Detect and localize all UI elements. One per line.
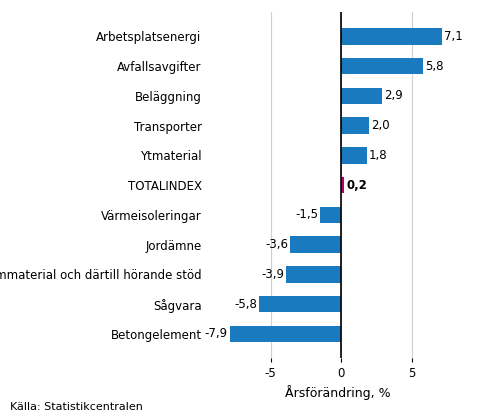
Bar — [341, 58, 423, 74]
Bar — [320, 207, 341, 223]
Bar — [290, 236, 341, 253]
Text: -3,9: -3,9 — [261, 268, 284, 281]
Text: -5,8: -5,8 — [234, 297, 257, 311]
Text: -7,9: -7,9 — [205, 327, 228, 340]
Bar — [286, 266, 341, 282]
Text: 2,9: 2,9 — [385, 89, 403, 102]
Bar — [230, 326, 341, 342]
Text: 7,1: 7,1 — [444, 30, 462, 43]
X-axis label: Årsförändring, %: Årsförändring, % — [285, 385, 390, 400]
Bar — [341, 28, 442, 45]
Bar — [259, 296, 341, 312]
Bar — [341, 117, 369, 134]
Text: -1,5: -1,5 — [295, 208, 318, 221]
Text: 5,8: 5,8 — [425, 59, 444, 73]
Bar — [341, 147, 367, 163]
Text: 2,0: 2,0 — [372, 119, 390, 132]
Text: 1,8: 1,8 — [369, 149, 387, 162]
Bar — [341, 177, 344, 193]
Text: -3,6: -3,6 — [265, 238, 288, 251]
Bar — [341, 88, 382, 104]
Text: 0,2: 0,2 — [346, 178, 367, 192]
Text: Källa: Statistikcentralen: Källa: Statistikcentralen — [10, 402, 143, 412]
